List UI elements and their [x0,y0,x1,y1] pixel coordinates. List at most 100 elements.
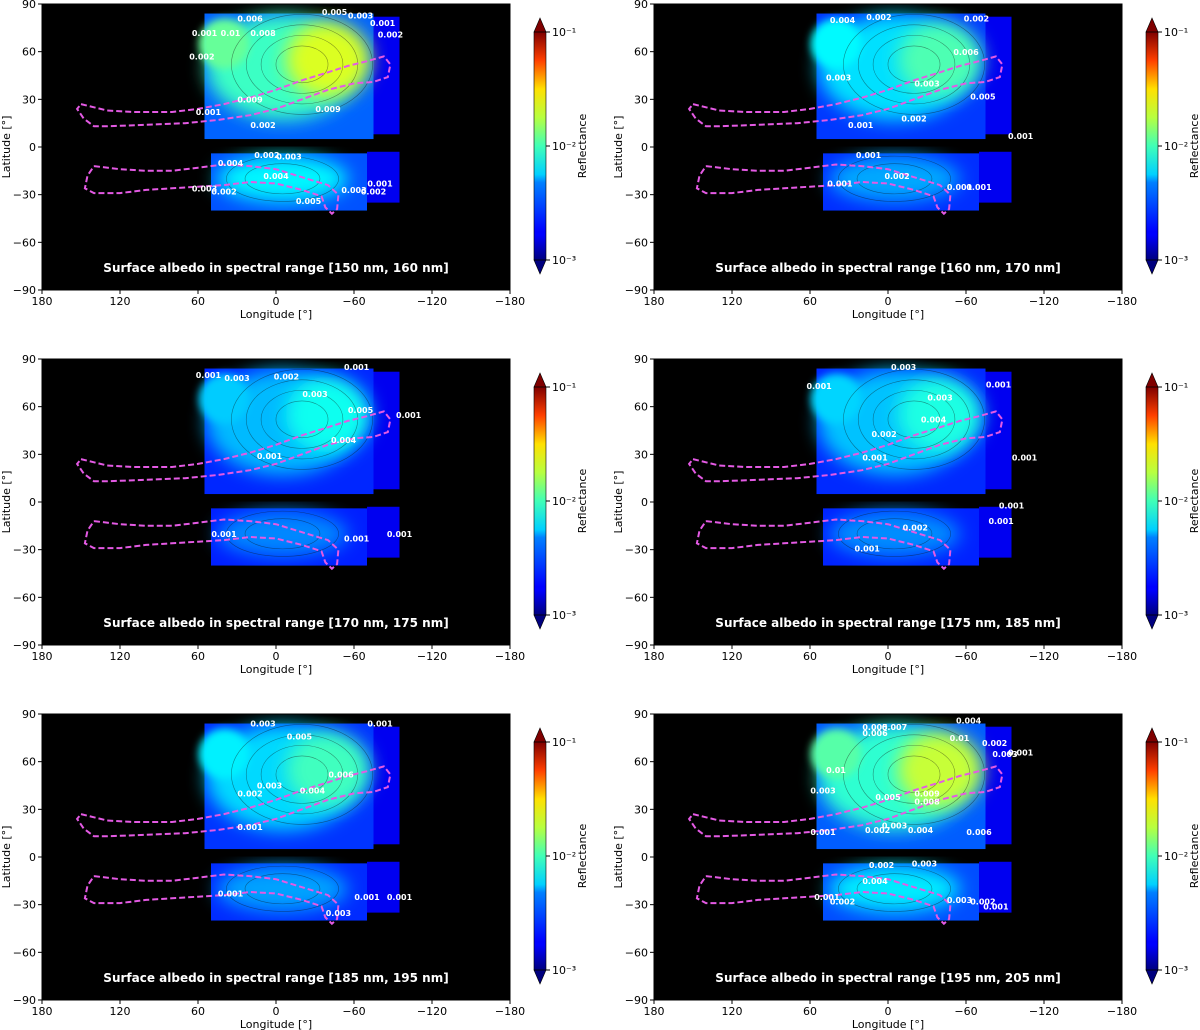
contour-label: 0.004 [921,416,947,425]
contour-label: 0.008 [250,29,276,38]
north-data-extension [985,726,1012,845]
colorbar-tick-label: 10⁻² [1164,850,1188,863]
contour-label: 0.005 [287,732,313,741]
x-tick-label: −60 [342,650,365,663]
y-tick-label: 0 [641,141,648,154]
x-tick-label: −180 [495,295,525,308]
colorbar-extend-min [533,969,547,985]
y-tick-label: 90 [22,0,36,11]
y-tick-label: 0 [29,851,36,864]
y-tick-label: 90 [22,353,36,366]
contour-lines [226,13,373,202]
colorbar: 10⁻³ 10⁻² 10⁻¹ Reflectance [1145,372,1200,630]
contour-label: 0.007 [882,723,907,732]
colorbar-extend-max [533,372,547,388]
colorbar-extend-max [533,727,547,743]
contour-line [226,865,339,912]
south-glow [216,155,349,202]
north-data-extension [985,16,1012,135]
colorbar-tick-label: 10⁻² [552,495,576,508]
north-west-peak [198,373,250,424]
panel-2: 0.004 0.002 0.002 0.006 0.003 0.003 0.005 0.002… [612,0,1200,321]
contour-label: 0.002 [254,151,279,160]
contour-label: 0.002 [274,373,299,382]
x-tick-label: 120 [110,1005,131,1018]
y-tick-label: −60 [625,591,648,604]
x-tick-label: −60 [954,1005,977,1018]
contour-label: 0.003 [326,909,351,918]
y-tick-label: −30 [625,899,648,912]
y-tick-label: 60 [634,46,648,59]
y-tick-label: −30 [625,544,648,557]
contour-label: 0.001 [1008,748,1034,757]
colorbar-gradient [534,32,546,260]
contour-line [244,518,321,550]
contour-line [226,510,339,557]
panel-title: Surface albedo in spectral range [150 nm… [103,261,448,275]
colorbar: 10⁻³ 10⁻² 10⁻¹ Reflectance [533,727,589,985]
y-tick-label: −90 [625,639,648,652]
region-outline-south [695,163,952,216]
x-tick-label: −180 [495,1005,525,1018]
contour-label: 0.001 [810,828,836,837]
contour-line [843,723,985,825]
contour-label: 0.001 [827,180,853,189]
y-tick-label: 30 [634,93,648,106]
south-glow [216,865,349,912]
x-tick-label: 180 [32,295,53,308]
contour-label: 0.001 [999,501,1025,510]
contour-line [231,13,373,115]
colorbar-gradient [1146,742,1158,970]
contour-line [275,45,329,84]
contour-label: 0.004 [862,877,888,886]
contour-label: 0.001 [983,902,1009,911]
colorbar-tick-label: 10⁻³ [1164,609,1188,622]
contour-label: 0.002 [237,790,262,799]
contour-label: 0.002 [903,524,928,533]
contour-label: 0.001 [806,382,832,391]
x-tick-label: 120 [722,650,743,663]
colorbar-tick-label: 10⁻³ [1164,964,1188,977]
colorbar-extend-min [1145,614,1159,630]
region-outline-south [695,518,952,571]
north-data-extension [373,726,400,845]
x-tick-label: 60 [191,1005,205,1018]
x-tick-label: −120 [1029,295,1059,308]
x-tick-label: −60 [342,1005,365,1018]
contour-line [275,755,329,794]
region-outline-north [687,765,1004,838]
y-tick-label: −30 [13,189,36,202]
colorbar-tick-label: 10⁻¹ [552,26,576,39]
contour-label: 0.002 [250,121,275,130]
region-outline-south [83,518,340,571]
contour-label: 0.001 [237,823,263,832]
contour-label: 0.003 [257,782,282,791]
y-tick-label: 60 [22,756,36,769]
north-peak [897,21,983,98]
colorbar-tick-label: 10⁻³ [552,609,576,622]
contour-line [887,400,941,439]
contour-label: 0.001 [367,180,393,189]
x-axis-label: Longitude [°] [852,308,924,321]
colorbar-tick-label: 10⁻¹ [1164,736,1188,749]
south-glow [828,155,961,202]
contour-label: 0.003 [891,363,916,372]
north-peak [285,731,371,808]
region-outline-north [75,765,392,838]
contour-label: 0.001 [988,517,1014,526]
y-tick-label: 60 [634,401,648,414]
contour-line [856,518,933,550]
contour-line [872,390,956,449]
x-tick-label: −120 [417,650,447,663]
contour-label: 0.004 [908,826,934,835]
y-tick-label: 90 [634,353,648,366]
x-tick-label: −120 [417,1005,447,1018]
colorbar-label: Reflectance [1188,114,1200,179]
contour-line [244,873,321,905]
contour-label: 0.001 [344,535,370,544]
colorbar-extend-max [1145,372,1159,388]
region-outline-south [695,873,952,926]
contour-label: 0.001 [367,720,393,729]
x-tick-label: −120 [1029,650,1059,663]
